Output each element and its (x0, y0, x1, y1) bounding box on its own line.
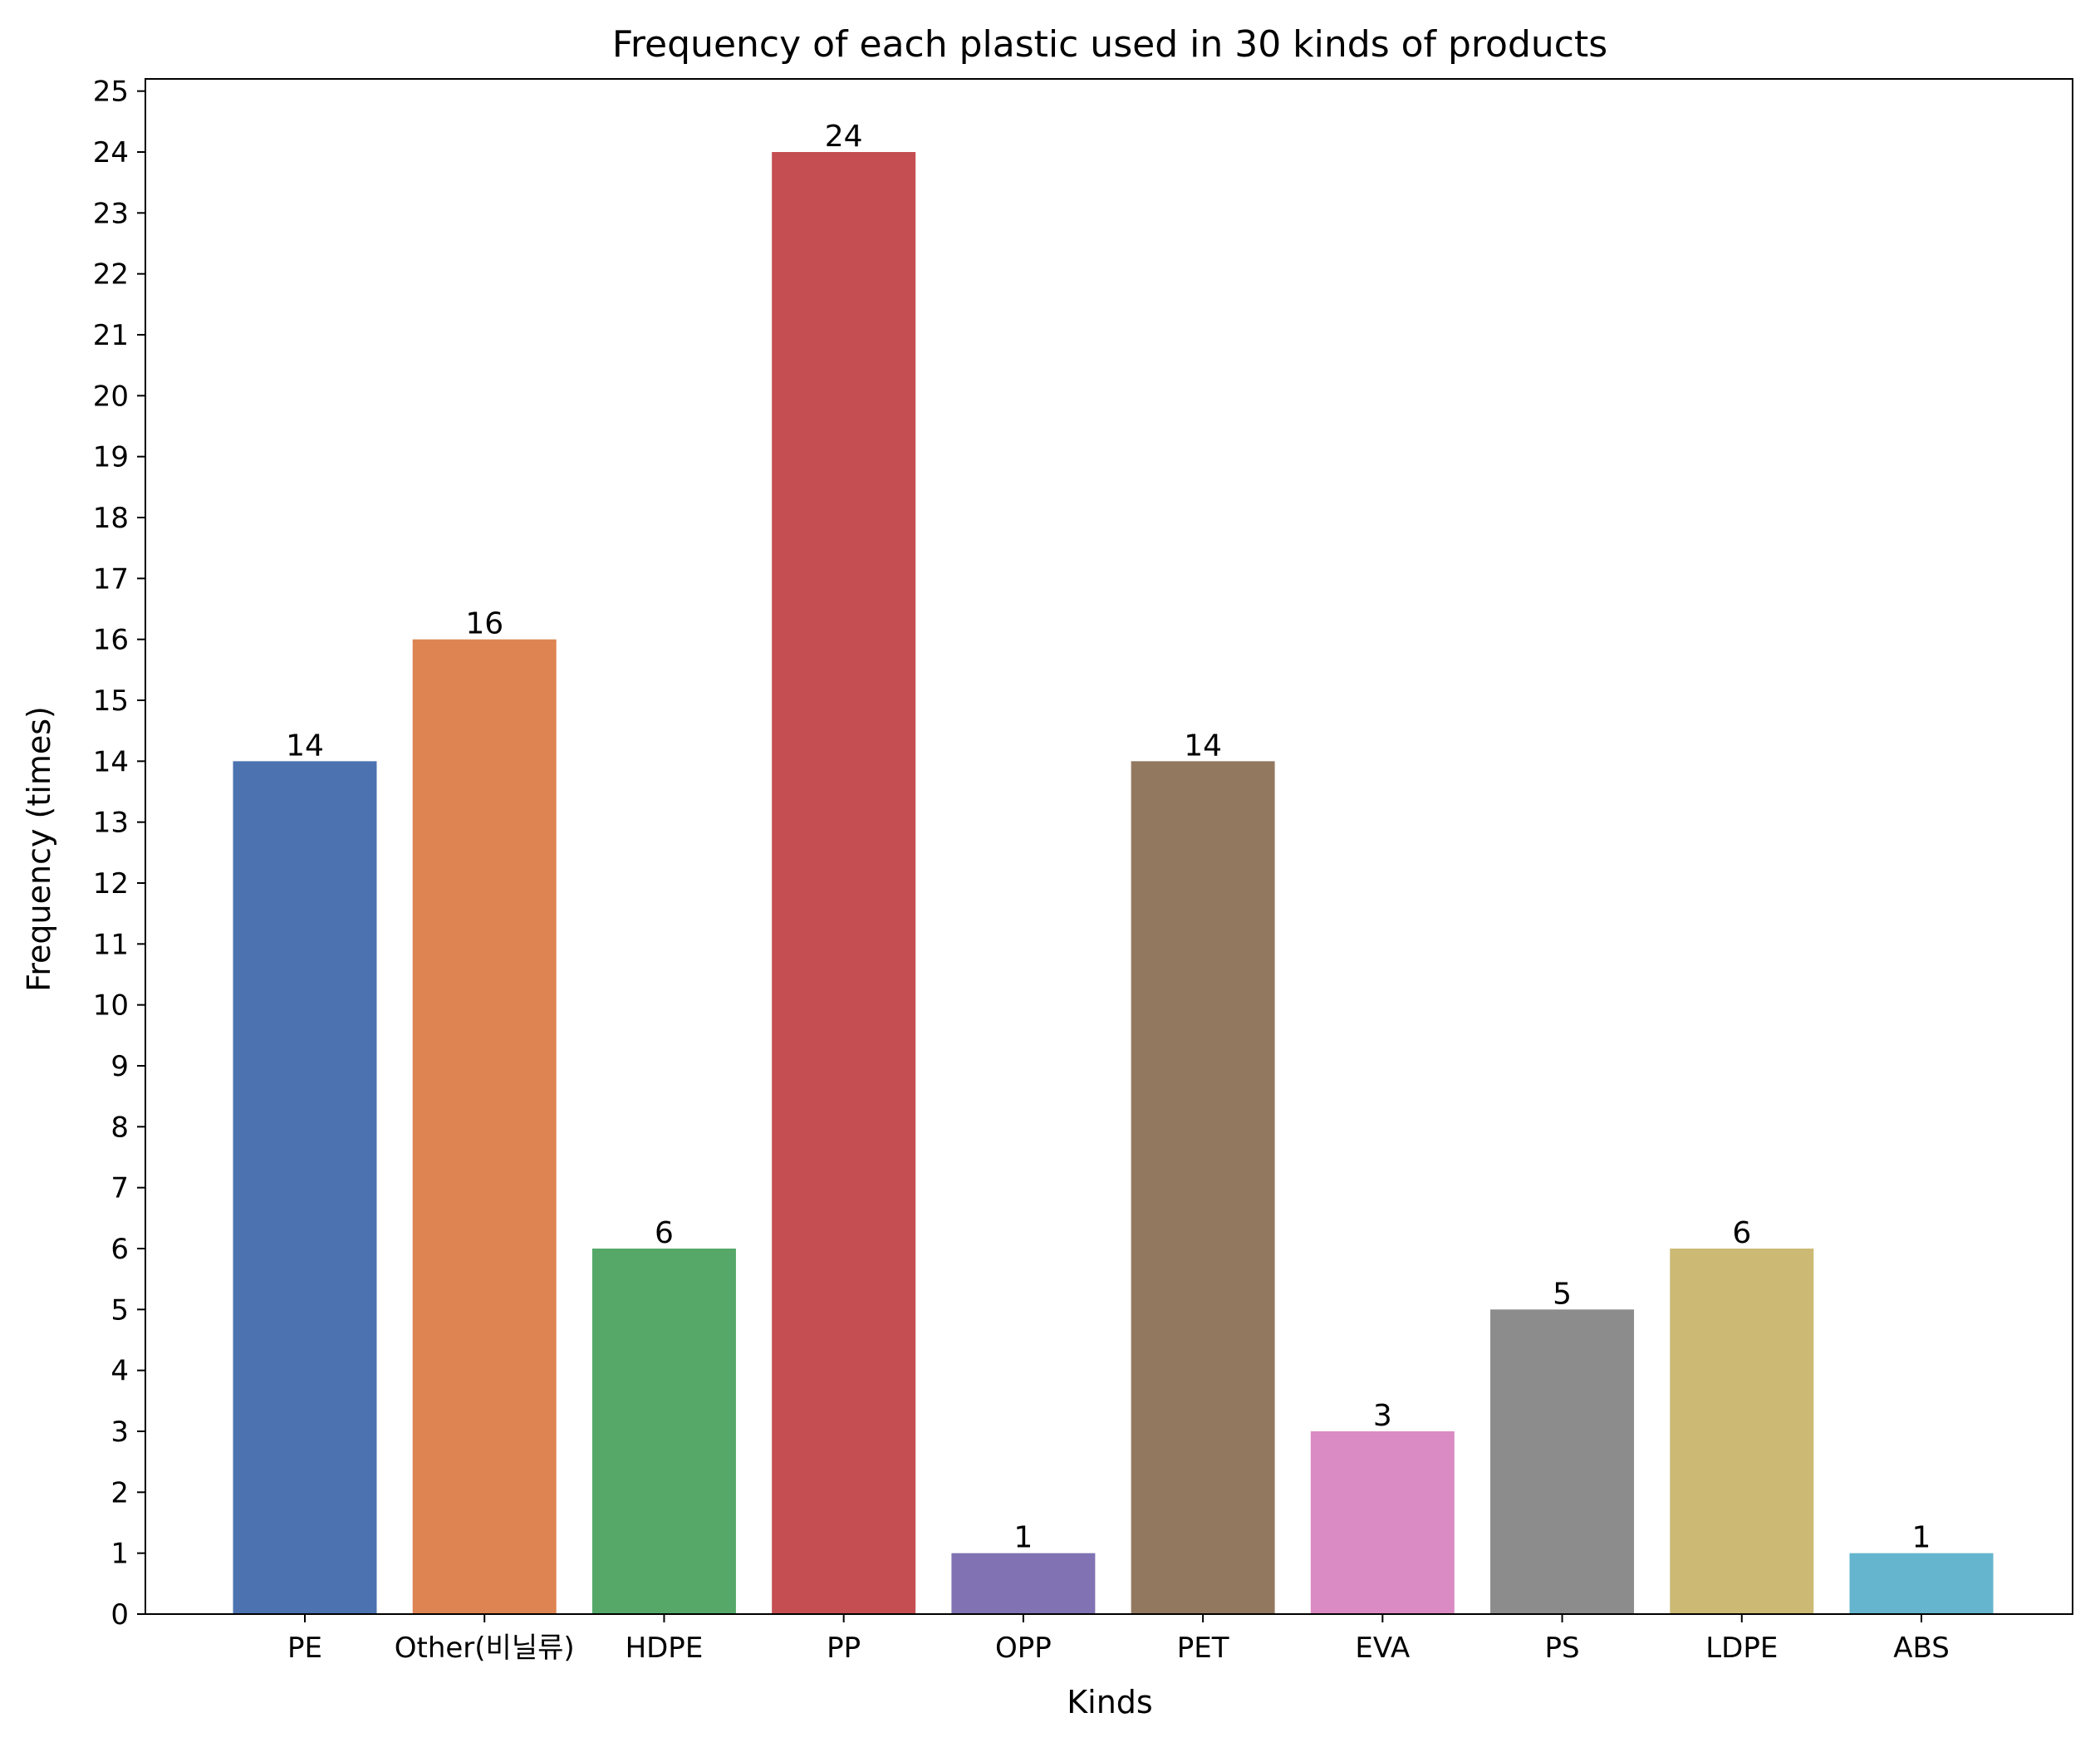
x-tick-label-3: PP (827, 1632, 861, 1665)
bar-6 (1310, 1431, 1455, 1614)
y-tick-label-21: 21 (93, 319, 129, 352)
plot-frame (145, 78, 2073, 1615)
data-label-9: 1 (1912, 1521, 1931, 1555)
y-tick-label-17: 17 (93, 562, 129, 596)
data-label-2: 6 (655, 1216, 674, 1250)
y-tick-label-22: 22 (93, 258, 129, 292)
y-tick-label-7: 7 (110, 1172, 129, 1205)
x-tick-label-8: LDPE (1705, 1632, 1778, 1665)
y-tick-label-5: 5 (110, 1293, 129, 1327)
data-label-3: 24 (825, 120, 863, 154)
x-tick-label-5: PET (1177, 1632, 1229, 1665)
x-tick-label-0: PE (287, 1632, 322, 1665)
x-tick-label-4: OPP (995, 1632, 1052, 1665)
bar-9 (1849, 1553, 1994, 1614)
y-tick-label-16: 16 (93, 624, 129, 657)
y-tick-label-9: 9 (110, 1050, 129, 1083)
y-tick-label-24: 24 (93, 136, 129, 169)
axes-layer (137, 78, 2073, 1622)
data-label-4: 1 (1013, 1521, 1033, 1555)
chart-title: Frequency of each plastic used in 30 kin… (612, 23, 1607, 66)
y-tick-label-4: 4 (110, 1355, 129, 1388)
data-label-5: 14 (1184, 729, 1222, 763)
y-axis-label: Frequency (times) (21, 706, 57, 992)
bars-layer (233, 152, 1994, 1615)
data-label-7: 5 (1553, 1277, 1572, 1311)
y-tick-label-20: 20 (93, 380, 129, 413)
y-tick-label-18: 18 (93, 502, 129, 535)
y-tick-label-11: 11 (93, 928, 129, 961)
x-tick-label-1: Other(비닐류) (395, 1632, 575, 1665)
bar-2 (591, 1249, 736, 1614)
x-tick-label-9: ABS (1893, 1632, 1950, 1665)
bar-4 (951, 1553, 1096, 1614)
bar-0 (233, 761, 377, 1615)
y-tick-label-10: 10 (93, 989, 129, 1023)
data-label-6: 3 (1373, 1399, 1392, 1433)
data-label-8: 6 (1732, 1216, 1751, 1250)
bar-7 (1490, 1309, 1635, 1614)
y-tick-label-1: 1 (110, 1538, 129, 1571)
data-label-0: 14 (286, 729, 324, 763)
y-tick-label-3: 3 (110, 1416, 129, 1449)
y-tick-label-25: 25 (93, 76, 129, 109)
bar-1 (412, 639, 557, 1614)
y-tick-label-13: 13 (93, 807, 129, 840)
y-tick-label-19: 19 (93, 441, 129, 474)
y-tick-label-6: 6 (110, 1233, 129, 1266)
y-tick-label-23: 23 (93, 197, 129, 230)
x-tick-label-7: PS (1545, 1632, 1580, 1665)
bar-3 (772, 152, 916, 1614)
bar-5 (1131, 761, 1275, 1615)
data-label-1: 16 (465, 607, 503, 641)
x-axis-label: Kinds (1067, 1684, 1152, 1720)
y-tick-label-2: 2 (110, 1476, 129, 1509)
labels-layer: 14PE16Other(비닐류)6HDPE24PP1OPP14PET3EVA5P… (93, 76, 1950, 1665)
y-tick-label-12: 12 (93, 867, 129, 900)
y-tick-label-15: 15 (93, 685, 129, 718)
x-tick-label-6: EVA (1355, 1632, 1410, 1665)
bar-8 (1670, 1249, 1814, 1614)
y-tick-label-14: 14 (93, 745, 129, 778)
y-tick-label-0: 0 (110, 1598, 129, 1632)
y-tick-label-8: 8 (110, 1111, 129, 1144)
x-tick-label-2: HDPE (626, 1632, 704, 1665)
